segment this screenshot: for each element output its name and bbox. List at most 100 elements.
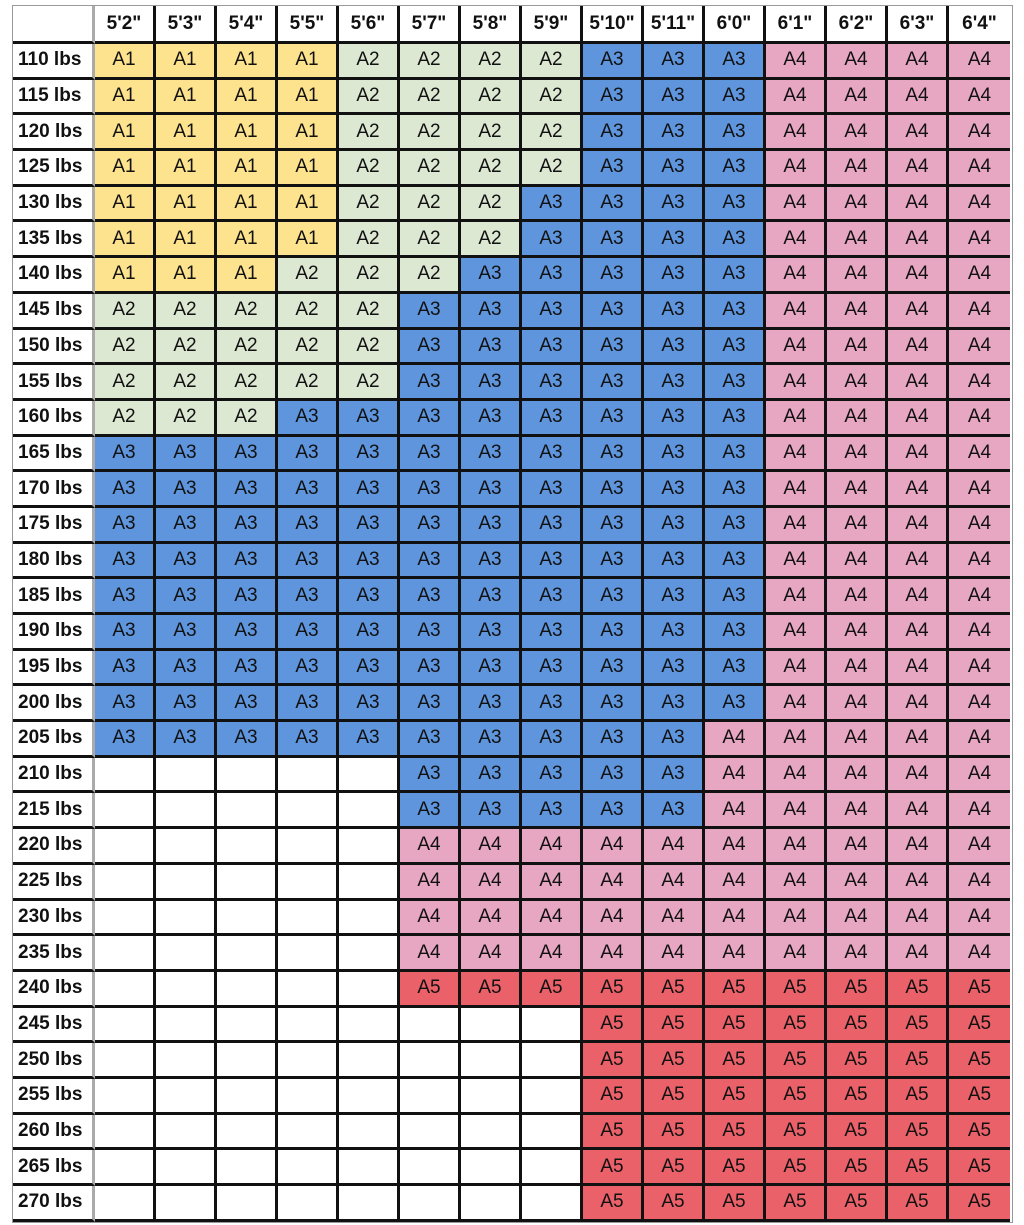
size-cell: A3 (400, 293, 461, 330)
empty-cell (339, 864, 400, 901)
weight-label: 235 lbs (13, 936, 95, 972)
size-cell: A5 (583, 1186, 644, 1222)
size-cell: A4 (827, 686, 888, 723)
size-cell: A3 (339, 615, 400, 651)
empty-cell (522, 1043, 583, 1079)
empty-cell (95, 1186, 156, 1222)
empty-cell (156, 829, 217, 865)
empty-cell (339, 971, 400, 1008)
size-cell: A5 (827, 1043, 888, 1079)
weight-label: 210 lbs (13, 757, 95, 794)
size-cell: A4 (888, 186, 949, 223)
size-cell: A3 (583, 186, 644, 223)
size-cell: A3 (461, 615, 522, 651)
empty-cell (400, 1150, 461, 1186)
empty-cell (400, 1007, 461, 1044)
size-cell: A4 (766, 900, 827, 937)
size-cell: A1 (278, 151, 339, 187)
size-cell: A1 (95, 222, 156, 259)
size-cell: A2 (339, 79, 400, 116)
size-cell: A3 (705, 329, 766, 366)
size-cell: A1 (278, 222, 339, 259)
empty-cell (95, 1078, 156, 1115)
size-cell: A4 (644, 936, 705, 972)
size-cell: A4 (766, 222, 827, 259)
empty-cell (156, 971, 217, 1008)
empty-cell (339, 1007, 400, 1044)
size-cell: A5 (827, 1078, 888, 1115)
size-cell: A3 (644, 258, 705, 294)
empty-cell (217, 757, 278, 794)
size-cell: A5 (888, 1043, 949, 1079)
size-cell: A4 (827, 579, 888, 615)
size-cell: A1 (156, 258, 217, 294)
size-cell: A3 (705, 579, 766, 615)
size-cell: A4 (705, 793, 766, 830)
empty-cell (156, 864, 217, 901)
size-cell: A3 (705, 222, 766, 259)
size-cell: A3 (705, 44, 766, 80)
size-cell: A4 (400, 900, 461, 937)
size-cell: A4 (827, 864, 888, 901)
empty-cell (461, 1114, 522, 1151)
weight-label: 155 lbs (13, 365, 95, 401)
size-cell: A4 (522, 900, 583, 937)
empty-cell (156, 900, 217, 937)
size-cell: A5 (705, 1186, 766, 1222)
size-cell: A3 (522, 329, 583, 366)
size-cell: A1 (95, 79, 156, 116)
size-cell: A4 (522, 936, 583, 972)
size-cell: A5 (888, 971, 949, 1008)
size-cell: A4 (644, 864, 705, 901)
size-cell: A3 (156, 543, 217, 580)
size-cell: A3 (583, 79, 644, 116)
size-cell: A1 (278, 79, 339, 116)
size-cell: A3 (339, 650, 400, 687)
empty-cell (278, 1043, 339, 1079)
height-header: 5'7" (400, 6, 461, 44)
size-cell: A3 (278, 472, 339, 508)
empty-cell (522, 1186, 583, 1222)
size-cell: A4 (705, 722, 766, 758)
size-cell: A4 (461, 864, 522, 901)
weight-label: 145 lbs (13, 293, 95, 330)
size-cell: A1 (278, 186, 339, 223)
size-cell: A5 (644, 1114, 705, 1151)
size-cell: A3 (583, 293, 644, 330)
size-cell: A1 (217, 222, 278, 259)
empty-cell (522, 1007, 583, 1044)
weight-label: 230 lbs (13, 900, 95, 937)
size-cell: A3 (644, 722, 705, 758)
weight-label: 225 lbs (13, 864, 95, 901)
height-header: 5'9" (522, 6, 583, 44)
size-cell: A4 (949, 436, 1010, 473)
size-cell: A3 (583, 400, 644, 437)
size-cell: A3 (400, 365, 461, 401)
size-cell: A4 (949, 151, 1010, 187)
weight-label: 200 lbs (13, 686, 95, 723)
empty-cell (400, 1078, 461, 1115)
size-cell: A2 (95, 400, 156, 437)
size-cell: A5 (644, 1007, 705, 1044)
size-cell: A3 (95, 472, 156, 508)
size-cell: A3 (339, 543, 400, 580)
size-cell: A3 (95, 686, 156, 723)
height-header: 5'11" (644, 6, 705, 44)
size-cell: A4 (583, 864, 644, 901)
size-cell: A1 (217, 186, 278, 223)
size-cell: A1 (95, 151, 156, 187)
weight-label: 255 lbs (13, 1078, 95, 1115)
size-cell: A5 (888, 1114, 949, 1151)
size-cell: A3 (583, 615, 644, 651)
size-cell: A3 (400, 400, 461, 437)
size-cell: A3 (583, 757, 644, 794)
weight-label: 215 lbs (13, 793, 95, 830)
empty-cell (156, 1078, 217, 1115)
size-cell: A3 (461, 329, 522, 366)
size-cell: A3 (278, 722, 339, 758)
size-cell: A2 (522, 44, 583, 80)
weight-label: 120 lbs (13, 115, 95, 152)
size-cell: A3 (95, 543, 156, 580)
size-cell: A4 (827, 365, 888, 401)
size-cell: A4 (827, 329, 888, 366)
